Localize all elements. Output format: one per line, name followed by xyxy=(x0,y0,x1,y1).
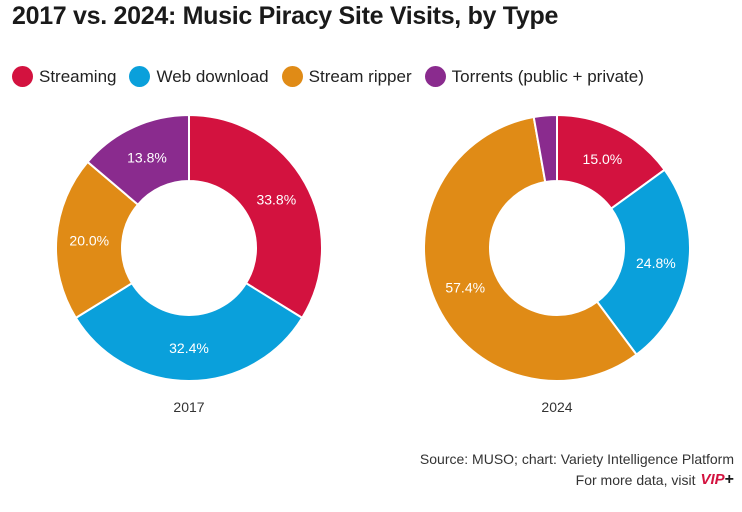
slice-2024-torrents-public-private[interactable] xyxy=(532,113,558,184)
donut-2017: 33.8% 32.4% 20.0% 13.8% xyxy=(55,113,323,382)
legend-item-torrents: Torrents (public + private) xyxy=(424,66,644,87)
legend-label-streaming: Streaming xyxy=(39,66,117,86)
chart-label-2024: 2024 xyxy=(541,399,572,415)
chart-label-2017: 2017 xyxy=(173,399,204,415)
slice-2017-torrents-public-private[interactable] xyxy=(86,113,190,207)
data-label-2024-stream-ripper: 57.4% xyxy=(445,280,485,296)
data-label-2017-streaming: 33.8% xyxy=(256,191,296,207)
chart-title: 2017 vs. 2024: Music Piracy Site Visits,… xyxy=(12,2,559,30)
data-label-2024-streaming: 15.0% xyxy=(583,151,623,167)
data-label-2017-web-download: 32.4% xyxy=(169,340,209,356)
legend-swatch-web-download xyxy=(129,66,151,87)
slice-2017-stream-ripper[interactable] xyxy=(55,160,140,320)
legend-swatch-stream-ripper xyxy=(281,66,303,87)
legend-label-web-download: Web download xyxy=(156,66,269,86)
legend-swatch-torrents xyxy=(424,66,446,87)
legend: Streaming Web download Stream ripper Tor… xyxy=(12,66,657,87)
legend-label-torrents: Torrents (public + private) xyxy=(451,66,644,86)
donut-2024: 15.0% 24.8% 57.4% xyxy=(423,113,691,382)
data-label-2024-web-download: 24.8% xyxy=(636,255,676,271)
slice-2017-web-download[interactable] xyxy=(74,281,304,382)
legend-item-web-download: Web download xyxy=(129,66,269,87)
more-data-text: For more data, visit xyxy=(575,472,696,488)
data-label-2017-stream-ripper: 20.0% xyxy=(69,232,109,248)
legend-label-stream-ripper: Stream ripper xyxy=(308,66,412,86)
vip-logo-plus: + xyxy=(724,471,734,488)
slice-2017-streaming[interactable] xyxy=(188,113,323,320)
vip-logo[interactable]: VIP+ xyxy=(700,471,734,489)
data-label-2017-torrents-public-private: 13.8% xyxy=(127,149,167,165)
slice-2024-stream-ripper[interactable] xyxy=(423,115,638,382)
legend-item-streaming: Streaming xyxy=(12,66,116,87)
vip-logo-text: VIP xyxy=(700,471,725,488)
legend-swatch-streaming xyxy=(12,66,33,87)
more-data-note: For more data, visit VIP+ xyxy=(576,471,734,489)
source-note: Source: MUSO; chart: Variety Intelligenc… xyxy=(419,451,734,467)
slice-2024-web-download[interactable] xyxy=(595,168,691,357)
legend-item-stream-ripper: Stream ripper xyxy=(281,66,412,87)
